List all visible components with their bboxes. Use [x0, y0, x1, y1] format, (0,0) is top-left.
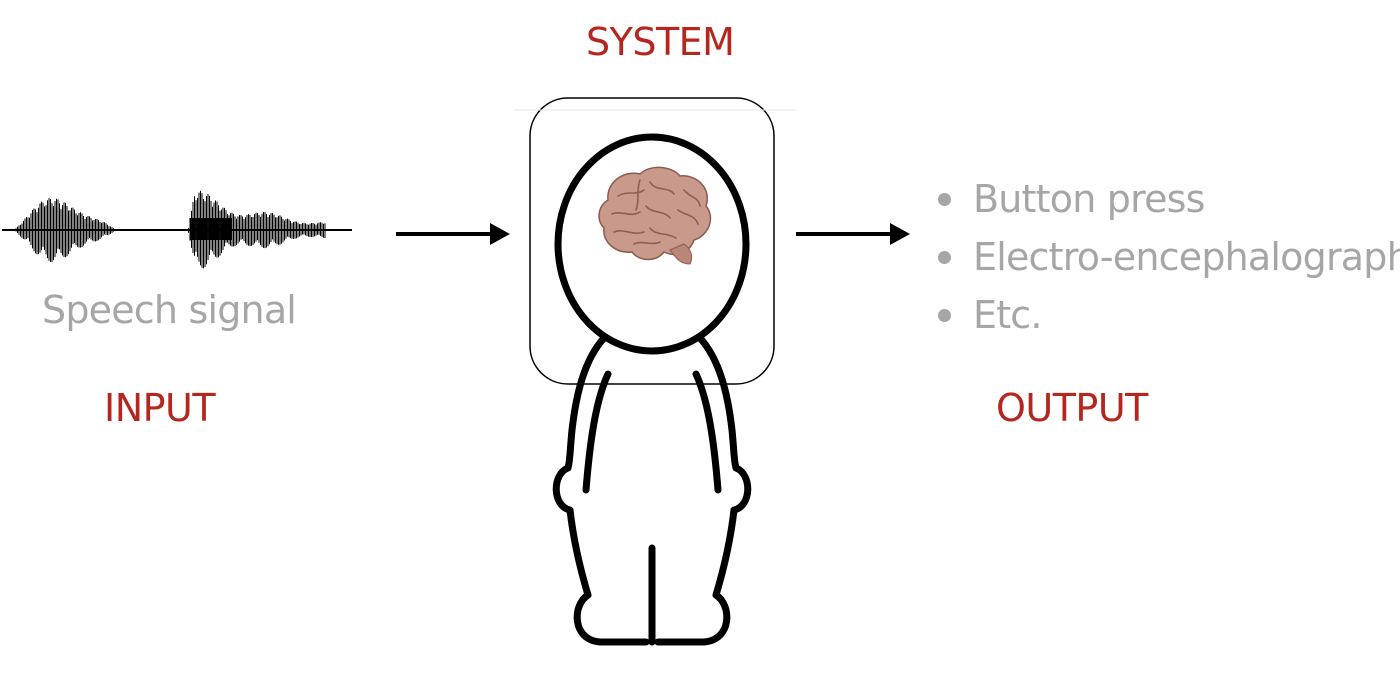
output-title: OUTPUT: [996, 386, 1148, 430]
output-item-label: Electro-encephalography: [973, 235, 1400, 279]
input-title: INPUT: [104, 386, 216, 430]
output-item-eeg: Electro-encephalography: [938, 228, 1400, 286]
output-item-label: Etc.: [973, 293, 1042, 337]
speech-signal-label: Speech signal: [42, 288, 297, 332]
output-list: Button press Electro-encephalography Etc…: [938, 170, 1400, 344]
bullet-icon: [938, 308, 951, 322]
output-item-etc: Etc.: [938, 286, 1400, 344]
output-item-button-press: Button press: [938, 170, 1400, 228]
brain-icon: [598, 166, 712, 265]
input-arrow-icon: [396, 223, 510, 245]
bullet-icon: [938, 250, 951, 264]
output-arrow-icon: [796, 223, 910, 245]
waveform-icon: [2, 190, 352, 269]
system-title: SYSTEM: [586, 20, 735, 64]
output-item-label: Button press: [973, 177, 1205, 221]
bullet-icon: [938, 192, 951, 206]
system-box: [529, 97, 775, 385]
